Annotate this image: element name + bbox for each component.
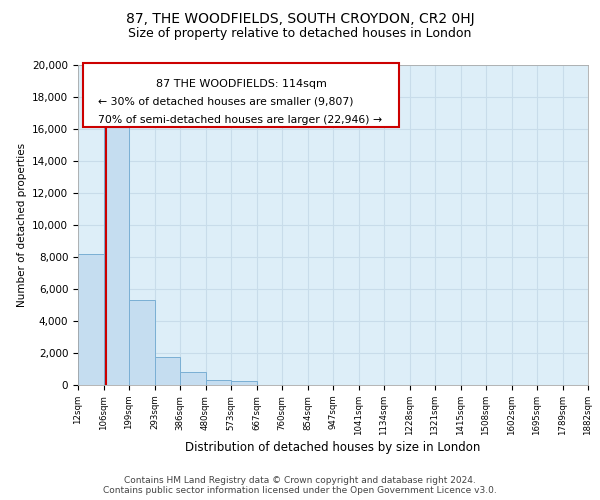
- Text: Contains HM Land Registry data © Crown copyright and database right 2024.
Contai: Contains HM Land Registry data © Crown c…: [103, 476, 497, 495]
- Text: 87, THE WOODFIELDS, SOUTH CROYDON, CR2 0HJ: 87, THE WOODFIELDS, SOUTH CROYDON, CR2 0…: [125, 12, 475, 26]
- Bar: [205, 380, 231, 385]
- Y-axis label: Number of detached properties: Number of detached properties: [17, 143, 26, 307]
- Bar: [129, 300, 155, 385]
- Text: Size of property relative to detached houses in London: Size of property relative to detached ho…: [128, 28, 472, 40]
- Text: 87 THE WOODFIELDS: 114sqm: 87 THE WOODFIELDS: 114sqm: [156, 80, 326, 90]
- Bar: [180, 372, 205, 385]
- FancyBboxPatch shape: [83, 64, 400, 128]
- X-axis label: Distribution of detached houses by size in London: Distribution of detached houses by size …: [185, 440, 481, 454]
- Bar: [231, 381, 257, 385]
- Text: ← 30% of detached houses are smaller (9,807): ← 30% of detached houses are smaller (9,…: [98, 97, 354, 107]
- Bar: [78, 254, 104, 385]
- Text: 70% of semi-detached houses are larger (22,946) →: 70% of semi-detached houses are larger (…: [98, 114, 383, 124]
- Bar: [155, 357, 180, 385]
- Bar: [104, 120, 129, 385]
